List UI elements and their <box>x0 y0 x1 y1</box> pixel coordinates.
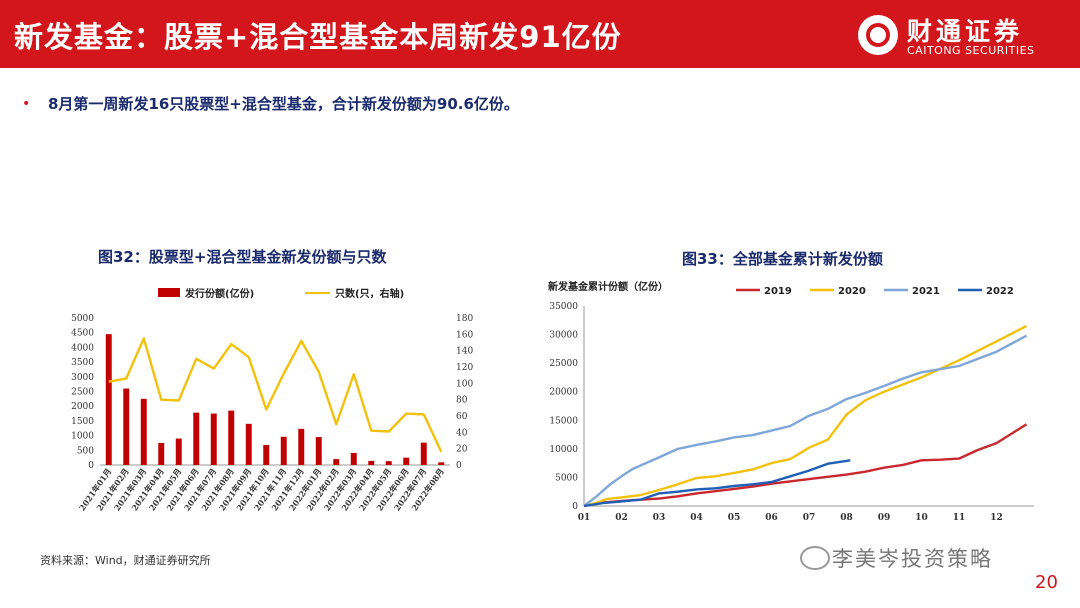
y-left-tick: 1500 <box>71 417 94 427</box>
logo-name: 财通证券 <box>907 17 1024 46</box>
bar <box>368 460 375 465</box>
x-tick: 04 <box>690 513 703 523</box>
series-line-2019 <box>583 423 1028 508</box>
x-tick: 08 <box>840 513 853 523</box>
logo-icon <box>858 15 898 55</box>
y-right-tick: 180 <box>456 314 473 324</box>
x-tick: 03 <box>653 513 666 523</box>
bullet-text: 8月第一周新发16只股票型+混合型基金，合计新发份额为90.6亿份。 <box>48 95 519 113</box>
watermark: 李美岑投资策略 <box>832 547 993 571</box>
chart2-title: 图33：全部基金累计新发份额 <box>682 250 883 268</box>
y-left-tick: 3000 <box>71 373 94 383</box>
bar <box>280 436 287 465</box>
bar <box>210 413 217 465</box>
page-number: 20 <box>1035 572 1058 593</box>
series-line-2020 <box>583 324 1028 508</box>
bar <box>228 410 235 465</box>
bar <box>140 398 147 465</box>
chart2: 新发基金累计份额（亿份） 2019 2020 2021 2022 0 5000 10000 15… <box>548 280 1034 523</box>
legend-bar-label: 发行份额(亿份) <box>184 287 254 300</box>
y-left-tick: 3500 <box>71 358 94 368</box>
legend-label-2020: 2020 <box>838 286 866 297</box>
bar <box>105 334 112 465</box>
y-right-tick: 40 <box>456 428 468 438</box>
bar <box>315 437 322 465</box>
header-bar: 新发基金：股票+混合型基金本周新发91亿份 财通证券 CAITONG SECUR… <box>0 0 1080 68</box>
y-axis-title: 新发基金累计份额（亿份） <box>548 280 668 293</box>
y-right-tick: 0 <box>456 461 462 471</box>
x-tick: 09 <box>878 513 891 523</box>
y-left-tick: 0 <box>88 461 94 471</box>
x-tick: 06 <box>765 513 778 523</box>
legend-label-2022: 2022 <box>986 286 1014 297</box>
x-tick: 10 <box>915 513 928 523</box>
legend-label-2019: 2019 <box>764 286 792 297</box>
bar <box>193 412 200 465</box>
bar <box>123 388 130 465</box>
y-right-tick: 60 <box>456 412 468 422</box>
bar <box>245 423 252 465</box>
y-tick: 30000 <box>549 331 578 341</box>
source-note: 资料来源：Wind，财通证券研究所 <box>40 554 211 567</box>
y-left-tick: 500 <box>77 446 94 456</box>
y-left-tick: 1000 <box>71 432 94 442</box>
y-left-tick: 2500 <box>71 388 94 398</box>
y-right-tick: 160 <box>456 330 473 340</box>
x-tick: 12 <box>990 513 1003 523</box>
y-right-tick: 20 <box>456 445 468 455</box>
logo-name-en: CAITONG SECURITIES <box>907 44 1035 57</box>
x-tick: 07 <box>803 513 816 523</box>
wechat-icon <box>800 546 830 570</box>
legend-bar-swatch <box>158 288 180 297</box>
bar <box>420 442 427 465</box>
bar <box>385 461 392 465</box>
y-tick: 10000 <box>549 445 578 455</box>
y-right-tick: 80 <box>456 396 468 406</box>
y-left-tick: 4000 <box>71 343 94 353</box>
bullet-icon: • <box>22 96 31 112</box>
bar <box>403 457 410 465</box>
series-line-count <box>108 337 443 453</box>
y-tick: 20000 <box>549 388 578 398</box>
bar <box>333 459 340 465</box>
legend-label-2021: 2021 <box>912 286 940 297</box>
x-tick: 02 <box>615 513 628 523</box>
y-tick: 15000 <box>549 416 578 426</box>
y-tick: 5000 <box>555 473 578 483</box>
bar <box>298 428 305 465</box>
chart1: 发行份额(亿份) 只数(只，右轴)050010001500200025003000… <box>71 287 473 513</box>
y-right-tick: 100 <box>456 379 473 389</box>
bar <box>263 445 270 465</box>
bar <box>350 452 357 465</box>
bar <box>175 438 182 465</box>
series-line-2022 <box>583 459 851 508</box>
x-tick: 01 <box>578 513 591 523</box>
y-tick: 25000 <box>549 359 578 369</box>
legend-line-label: 只数(只，右轴) <box>335 287 404 300</box>
chart1-title: 图32：股票型+混合型基金新发份额与只数 <box>98 248 387 266</box>
y-left-tick: 5000 <box>71 314 94 324</box>
y-left-tick: 2000 <box>71 402 94 412</box>
y-tick: 0 <box>572 502 578 512</box>
x-tick: 11 <box>953 513 966 523</box>
bar <box>438 462 445 465</box>
y-tick: 35000 <box>549 302 578 312</box>
page-title: 新发基金：股票+混合型基金本周新发91亿份 <box>14 20 622 54</box>
x-tick: 05 <box>728 513 741 523</box>
y-right-tick: 120 <box>456 363 473 373</box>
bar <box>158 442 165 465</box>
y-right-tick: 140 <box>456 347 473 357</box>
y-left-tick: 4500 <box>71 329 94 339</box>
series-line-2021 <box>583 334 1028 507</box>
